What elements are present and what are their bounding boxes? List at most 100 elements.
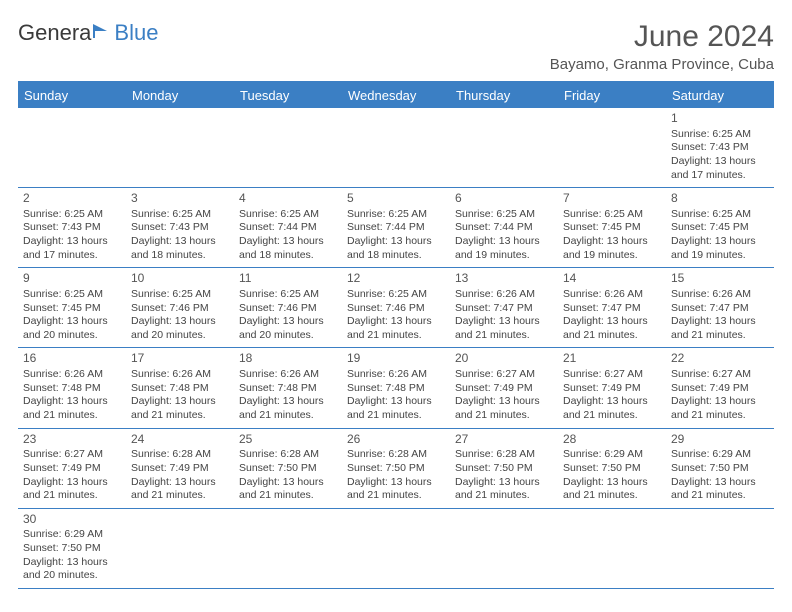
sunset-line: Sunset: 7:50 PM: [563, 462, 661, 476]
sunrise-line: Sunrise: 6:25 AM: [131, 208, 229, 222]
daylight-line-1: Daylight: 13 hours: [239, 395, 337, 409]
day-number: 9: [23, 271, 121, 287]
daylight-line-2: and 21 minutes.: [23, 489, 121, 503]
day-number: 22: [671, 351, 769, 367]
sunset-line: Sunset: 7:49 PM: [23, 462, 121, 476]
calendar-day-cell: 22Sunrise: 6:27 AMSunset: 7:49 PMDayligh…: [666, 348, 774, 428]
sunset-line: Sunset: 7:45 PM: [671, 221, 769, 235]
calendar-week-row: 1Sunrise: 6:25 AMSunset: 7:43 PMDaylight…: [18, 108, 774, 188]
calendar-day-cell: 18Sunrise: 6:26 AMSunset: 7:48 PMDayligh…: [234, 348, 342, 428]
sunset-line: Sunset: 7:47 PM: [671, 302, 769, 316]
sunrise-line: Sunrise: 6:25 AM: [671, 128, 769, 142]
daylight-line-1: Daylight: 13 hours: [23, 315, 121, 329]
daylight-line-2: and 21 minutes.: [563, 409, 661, 423]
calendar-day-cell: 10Sunrise: 6:25 AMSunset: 7:46 PMDayligh…: [126, 268, 234, 348]
daylight-line-1: Daylight: 13 hours: [23, 235, 121, 249]
daylight-line-1: Daylight: 13 hours: [671, 155, 769, 169]
calendar-day-cell: 2Sunrise: 6:25 AMSunset: 7:43 PMDaylight…: [18, 188, 126, 268]
daylight-line-2: and 19 minutes.: [671, 249, 769, 263]
sunset-line: Sunset: 7:45 PM: [23, 302, 121, 316]
sunset-line: Sunset: 7:48 PM: [239, 382, 337, 396]
calendar-week-row: 23Sunrise: 6:27 AMSunset: 7:49 PMDayligh…: [18, 428, 774, 508]
calendar-day-cell: 7Sunrise: 6:25 AMSunset: 7:45 PMDaylight…: [558, 188, 666, 268]
sunrise-line: Sunrise: 6:26 AM: [239, 368, 337, 382]
daylight-line-1: Daylight: 13 hours: [23, 556, 121, 570]
day-number: 16: [23, 351, 121, 367]
sunrise-line: Sunrise: 6:28 AM: [131, 448, 229, 462]
sunrise-line: Sunrise: 6:27 AM: [23, 448, 121, 462]
day-number: 4: [239, 191, 337, 207]
day-number: 27: [455, 432, 553, 448]
sunrise-line: Sunrise: 6:26 AM: [23, 368, 121, 382]
calendar-day-cell: 30Sunrise: 6:29 AMSunset: 7:50 PMDayligh…: [18, 508, 126, 588]
sunset-line: Sunset: 7:50 PM: [671, 462, 769, 476]
daylight-line-1: Daylight: 13 hours: [131, 315, 229, 329]
daylight-line-2: and 21 minutes.: [671, 489, 769, 503]
daylight-line-2: and 21 minutes.: [563, 329, 661, 343]
sunset-line: Sunset: 7:47 PM: [455, 302, 553, 316]
daylight-line-2: and 21 minutes.: [455, 489, 553, 503]
calendar-day-cell: 28Sunrise: 6:29 AMSunset: 7:50 PMDayligh…: [558, 428, 666, 508]
logo-flag-icon: [93, 18, 113, 44]
weekday-header: Saturday: [666, 82, 774, 108]
daylight-line-1: Daylight: 13 hours: [131, 395, 229, 409]
calendar-empty-cell: [126, 108, 234, 188]
day-number: 15: [671, 271, 769, 287]
daylight-line-1: Daylight: 13 hours: [131, 476, 229, 490]
sunrise-line: Sunrise: 6:26 AM: [563, 288, 661, 302]
weekday-row: SundayMondayTuesdayWednesdayThursdayFrid…: [18, 82, 774, 108]
weekday-header: Wednesday: [342, 82, 450, 108]
daylight-line-1: Daylight: 13 hours: [239, 235, 337, 249]
logo: GeneraBlue: [18, 20, 158, 46]
sunrise-line: Sunrise: 6:29 AM: [563, 448, 661, 462]
calendar-empty-cell: [342, 108, 450, 188]
daylight-line-1: Daylight: 13 hours: [455, 235, 553, 249]
day-number: 30: [23, 512, 121, 528]
day-number: 5: [347, 191, 445, 207]
calendar-day-cell: 13Sunrise: 6:26 AMSunset: 7:47 PMDayligh…: [450, 268, 558, 348]
day-number: 19: [347, 351, 445, 367]
calendar-day-cell: 29Sunrise: 6:29 AMSunset: 7:50 PMDayligh…: [666, 428, 774, 508]
sunset-line: Sunset: 7:49 PM: [671, 382, 769, 396]
daylight-line-2: and 21 minutes.: [671, 409, 769, 423]
daylight-line-2: and 21 minutes.: [455, 329, 553, 343]
calendar-empty-cell: [18, 108, 126, 188]
calendar-week-row: 2Sunrise: 6:25 AMSunset: 7:43 PMDaylight…: [18, 188, 774, 268]
weekday-header: Monday: [126, 82, 234, 108]
calendar-day-cell: 15Sunrise: 6:26 AMSunset: 7:47 PMDayligh…: [666, 268, 774, 348]
sunrise-line: Sunrise: 6:25 AM: [131, 288, 229, 302]
location: Bayamo, Granma Province, Cuba: [550, 56, 774, 73]
day-number: 29: [671, 432, 769, 448]
daylight-line-1: Daylight: 13 hours: [239, 315, 337, 329]
calendar-empty-cell: [126, 508, 234, 588]
daylight-line-2: and 21 minutes.: [563, 489, 661, 503]
sunrise-line: Sunrise: 6:27 AM: [455, 368, 553, 382]
daylight-line-1: Daylight: 13 hours: [671, 395, 769, 409]
day-number: 21: [563, 351, 661, 367]
sunrise-line: Sunrise: 6:26 AM: [671, 288, 769, 302]
sunrise-line: Sunrise: 6:28 AM: [455, 448, 553, 462]
calendar-day-cell: 25Sunrise: 6:28 AMSunset: 7:50 PMDayligh…: [234, 428, 342, 508]
sunrise-line: Sunrise: 6:28 AM: [347, 448, 445, 462]
day-number: 17: [131, 351, 229, 367]
day-number: 1: [671, 111, 769, 127]
day-number: 2: [23, 191, 121, 207]
calendar-day-cell: 27Sunrise: 6:28 AMSunset: 7:50 PMDayligh…: [450, 428, 558, 508]
sunrise-line: Sunrise: 6:25 AM: [23, 208, 121, 222]
daylight-line-1: Daylight: 13 hours: [563, 476, 661, 490]
daylight-line-2: and 21 minutes.: [131, 409, 229, 423]
calendar-empty-cell: [342, 508, 450, 588]
calendar-day-cell: 20Sunrise: 6:27 AMSunset: 7:49 PMDayligh…: [450, 348, 558, 428]
day-number: 25: [239, 432, 337, 448]
daylight-line-2: and 21 minutes.: [347, 409, 445, 423]
sunset-line: Sunset: 7:48 PM: [23, 382, 121, 396]
daylight-line-1: Daylight: 13 hours: [347, 235, 445, 249]
sunrise-line: Sunrise: 6:25 AM: [23, 288, 121, 302]
weekday-header: Tuesday: [234, 82, 342, 108]
sunrise-line: Sunrise: 6:25 AM: [563, 208, 661, 222]
daylight-line-1: Daylight: 13 hours: [347, 315, 445, 329]
calendar-week-row: 9Sunrise: 6:25 AMSunset: 7:45 PMDaylight…: [18, 268, 774, 348]
sunset-line: Sunset: 7:43 PM: [671, 141, 769, 155]
day-number: 13: [455, 271, 553, 287]
calendar-day-cell: 4Sunrise: 6:25 AMSunset: 7:44 PMDaylight…: [234, 188, 342, 268]
